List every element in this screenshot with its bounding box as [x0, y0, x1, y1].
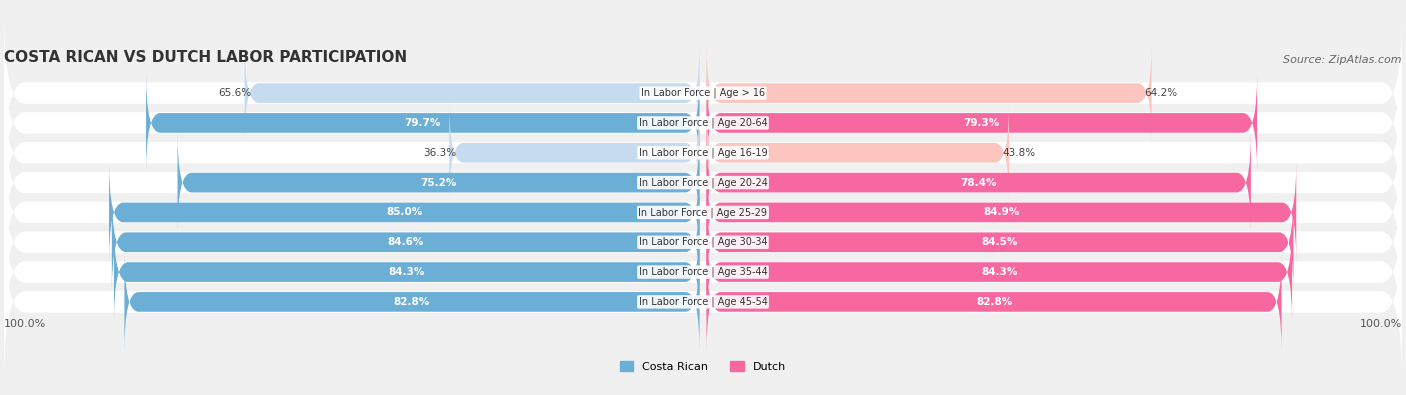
- FancyBboxPatch shape: [706, 73, 1257, 173]
- Text: 82.8%: 82.8%: [394, 297, 430, 307]
- Text: In Labor Force | Age 25-29: In Labor Force | Age 25-29: [638, 207, 768, 218]
- FancyBboxPatch shape: [4, 104, 1402, 261]
- FancyBboxPatch shape: [4, 164, 1402, 321]
- FancyBboxPatch shape: [110, 163, 700, 262]
- Text: 43.8%: 43.8%: [1002, 148, 1035, 158]
- Text: 84.6%: 84.6%: [388, 237, 423, 247]
- FancyBboxPatch shape: [4, 223, 1402, 381]
- Text: In Labor Force | Age 20-24: In Labor Force | Age 20-24: [638, 177, 768, 188]
- Text: In Labor Force | Age > 16: In Labor Force | Age > 16: [641, 88, 765, 98]
- Text: 85.0%: 85.0%: [387, 207, 422, 217]
- Text: 78.4%: 78.4%: [960, 178, 997, 188]
- FancyBboxPatch shape: [450, 103, 700, 203]
- Text: COSTA RICAN VS DUTCH LABOR PARTICIPATION: COSTA RICAN VS DUTCH LABOR PARTICIPATION: [4, 50, 408, 65]
- FancyBboxPatch shape: [706, 252, 1282, 352]
- Text: In Labor Force | Age 45-54: In Labor Force | Age 45-54: [638, 297, 768, 307]
- FancyBboxPatch shape: [4, 74, 1402, 231]
- FancyBboxPatch shape: [245, 43, 700, 143]
- Text: 84.3%: 84.3%: [981, 267, 1018, 277]
- FancyBboxPatch shape: [146, 73, 700, 173]
- FancyBboxPatch shape: [114, 222, 700, 322]
- Text: 36.3%: 36.3%: [423, 148, 457, 158]
- FancyBboxPatch shape: [706, 43, 1152, 143]
- FancyBboxPatch shape: [706, 192, 1294, 292]
- Text: 84.5%: 84.5%: [981, 237, 1018, 247]
- Legend: Costa Rican, Dutch: Costa Rican, Dutch: [616, 357, 790, 377]
- Text: 84.9%: 84.9%: [983, 207, 1019, 217]
- Text: 100.0%: 100.0%: [4, 319, 46, 329]
- Text: 84.3%: 84.3%: [388, 267, 425, 277]
- Text: Source: ZipAtlas.com: Source: ZipAtlas.com: [1284, 55, 1402, 65]
- Text: In Labor Force | Age 30-34: In Labor Force | Age 30-34: [638, 237, 768, 248]
- FancyBboxPatch shape: [124, 252, 700, 352]
- Text: In Labor Force | Age 16-19: In Labor Force | Age 16-19: [638, 147, 768, 158]
- Text: 79.7%: 79.7%: [405, 118, 441, 128]
- Text: 79.3%: 79.3%: [963, 118, 1000, 128]
- FancyBboxPatch shape: [706, 163, 1296, 262]
- Text: 65.6%: 65.6%: [218, 88, 252, 98]
- FancyBboxPatch shape: [177, 133, 700, 232]
- Text: 82.8%: 82.8%: [976, 297, 1012, 307]
- FancyBboxPatch shape: [706, 103, 1010, 203]
- FancyBboxPatch shape: [4, 44, 1402, 202]
- FancyBboxPatch shape: [706, 133, 1251, 232]
- FancyBboxPatch shape: [4, 134, 1402, 291]
- Text: 75.2%: 75.2%: [420, 178, 457, 188]
- FancyBboxPatch shape: [112, 192, 700, 292]
- Text: 64.2%: 64.2%: [1144, 88, 1178, 98]
- FancyBboxPatch shape: [4, 193, 1402, 351]
- Text: In Labor Force | Age 35-44: In Labor Force | Age 35-44: [638, 267, 768, 277]
- Text: In Labor Force | Age 20-64: In Labor Force | Age 20-64: [638, 118, 768, 128]
- FancyBboxPatch shape: [4, 14, 1402, 172]
- FancyBboxPatch shape: [706, 222, 1292, 322]
- Text: 100.0%: 100.0%: [1360, 319, 1402, 329]
